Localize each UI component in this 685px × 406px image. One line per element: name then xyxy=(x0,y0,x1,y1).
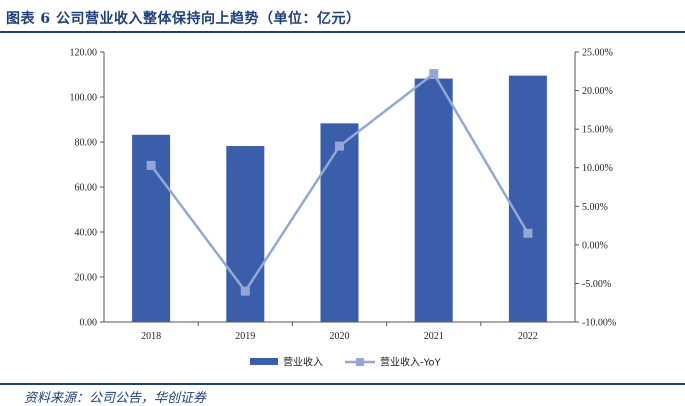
revenue-bar xyxy=(414,78,453,322)
x-tick-label: 2019 xyxy=(235,331,255,342)
left-tick-label: 20.00 xyxy=(75,273,98,284)
yoy-marker xyxy=(429,69,439,79)
right-tick-label: 5.00% xyxy=(582,202,608,213)
source-note: 资料来源：公司公告，华创证券 xyxy=(24,391,207,406)
revenue-bar xyxy=(320,123,359,322)
left-tick-label: 40.00 xyxy=(75,228,98,239)
right-tick-label: -5.00% xyxy=(582,279,611,290)
left-tick-label: 80.00 xyxy=(75,138,98,149)
right-tick-label: 20.00% xyxy=(582,86,613,97)
right-tick-label: 0.00% xyxy=(582,240,608,251)
left-tick-label: 60.00 xyxy=(75,183,98,194)
source-rule xyxy=(0,383,685,385)
revenue-chart: 0.00 20.00 40.00 60.00 80.00 100.00 120.00 -10.… xyxy=(70,48,617,369)
title-rule xyxy=(0,31,685,33)
right-tick-label: 15.00% xyxy=(582,125,613,136)
right-tick-label: 25.00% xyxy=(582,48,613,59)
x-tick-label: 2018 xyxy=(141,331,161,342)
x-tick-label: 2020 xyxy=(330,331,350,342)
legend-bar-swatch xyxy=(250,358,278,365)
x-tick-label: 2021 xyxy=(424,331,444,342)
left-tick-label: 0.00 xyxy=(80,318,98,329)
figure-title: 图表 6 公司营业收入整体保持向上趋势（单位：亿元） xyxy=(6,11,361,27)
legend-line-marker xyxy=(356,358,364,366)
revenue-bar xyxy=(508,75,547,322)
right-tick-label: -10.00% xyxy=(582,318,616,329)
yoy-marker xyxy=(335,141,344,151)
yoy-marker xyxy=(240,286,250,296)
legend-line-label: 营业收入-YoY xyxy=(380,356,442,369)
x-tick-label: 2022 xyxy=(518,331,538,342)
left-tick-label: 120.00 xyxy=(70,48,98,59)
yoy-marker xyxy=(523,228,533,238)
yoy-marker xyxy=(146,160,156,170)
left-tick-label: 100.00 xyxy=(70,93,98,104)
legend-bar-label: 营业收入 xyxy=(283,356,323,369)
right-tick-label: 10.00% xyxy=(582,163,613,174)
